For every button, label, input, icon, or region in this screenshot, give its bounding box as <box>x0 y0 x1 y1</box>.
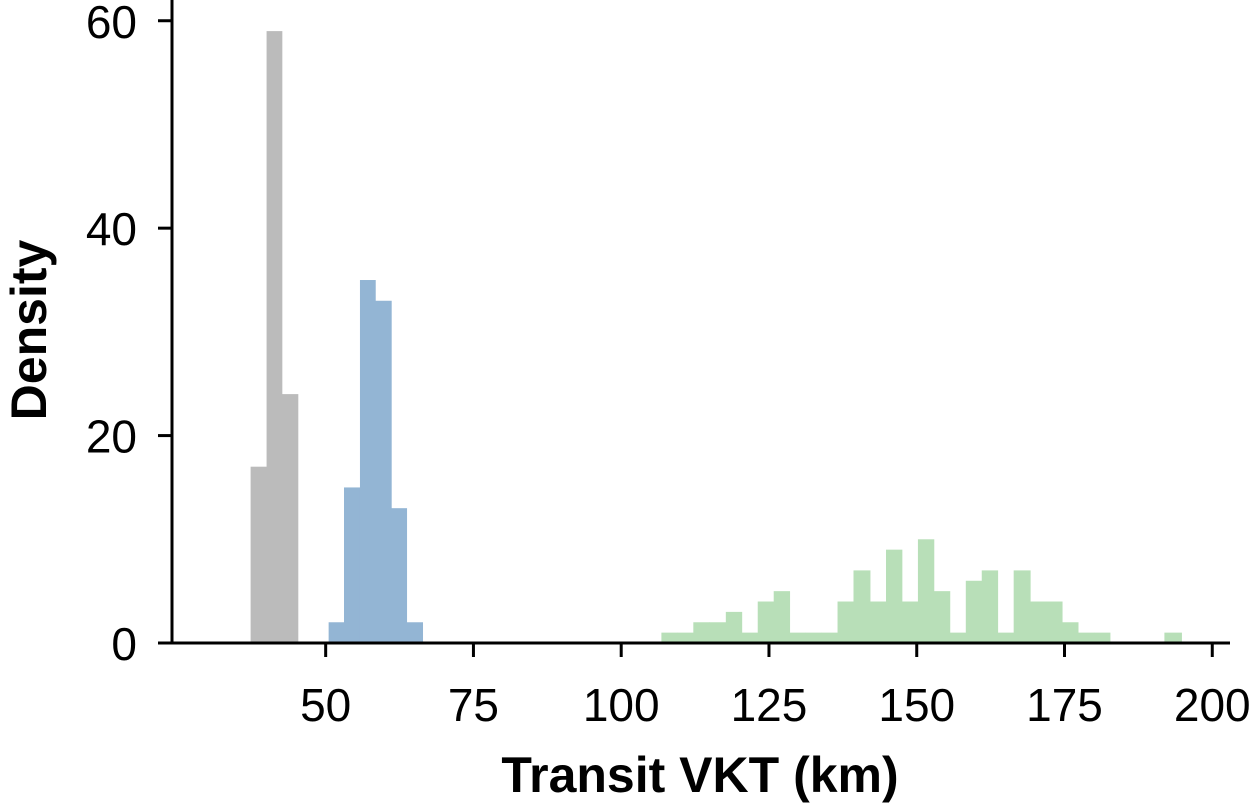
x-tick-label: 125 <box>731 679 808 731</box>
histogram-bar <box>997 632 1015 643</box>
histogram-bar <box>328 622 345 643</box>
y-tick-label: 60 <box>86 0 137 48</box>
x-tick-label: 200 <box>1174 679 1251 731</box>
histogram-bar <box>1013 570 1031 643</box>
histogram-bar <box>741 632 759 643</box>
x-axis-ticks: 50 75 100 125 150 175 200 <box>300 643 1251 731</box>
x-axis-title: Transit VKT (km) <box>501 747 898 803</box>
histogram-bar <box>853 570 871 643</box>
x-tick-label: 175 <box>1026 679 1103 731</box>
histogram-bar <box>933 591 951 643</box>
histogram-bar <box>693 622 710 643</box>
histogram-bar <box>359 280 376 643</box>
histogram-bar <box>375 300 392 643</box>
histogram-bar <box>789 632 807 643</box>
y-axis-ticks: 0 20 40 60 <box>86 0 172 670</box>
y-tick-label: 0 <box>111 618 137 670</box>
histogram-bar <box>1078 632 1095 643</box>
histogram-bar <box>709 622 727 643</box>
histogram-bar <box>266 31 283 644</box>
histogram-bar <box>661 632 678 643</box>
y-tick-label: 20 <box>86 411 137 463</box>
series-2 <box>661 539 1182 643</box>
series-0 <box>250 31 299 644</box>
histogram-bar <box>917 539 935 643</box>
x-tick-label: 50 <box>300 679 351 731</box>
histogram-bar <box>1046 601 1063 643</box>
axes <box>170 0 1230 645</box>
histogram-bar <box>1094 632 1111 643</box>
x-tick-label: 100 <box>583 679 660 731</box>
histogram-bar <box>1030 601 1047 643</box>
histogram-bar <box>981 570 999 643</box>
histogram-bars <box>250 31 1182 644</box>
y-tick-label: 40 <box>86 203 137 255</box>
histogram-bar <box>281 394 299 643</box>
histogram-bar <box>1062 622 1079 643</box>
x-tick-label: 150 <box>878 679 955 731</box>
histogram-bar <box>886 549 903 643</box>
histogram-bar <box>773 591 791 643</box>
histogram-bar <box>821 632 838 643</box>
histogram-bar <box>901 601 919 643</box>
y-axis-title: Density <box>1 240 57 421</box>
histogram-bar <box>757 601 775 643</box>
histogram-bar <box>725 611 743 643</box>
histogram-bar <box>406 622 424 643</box>
histogram-bar <box>837 601 854 643</box>
histogram-bar <box>870 601 887 643</box>
histogram-bar <box>1164 632 1182 643</box>
histogram-bar <box>344 487 361 643</box>
histogram-bar <box>949 632 967 643</box>
histogram-bar <box>250 466 267 643</box>
histogram-bar <box>391 508 408 643</box>
histogram-bar <box>805 632 822 643</box>
histogram-bar <box>965 580 983 643</box>
series-1 <box>328 280 424 643</box>
x-tick-label: 75 <box>448 679 499 731</box>
histogram-bar <box>677 632 694 643</box>
